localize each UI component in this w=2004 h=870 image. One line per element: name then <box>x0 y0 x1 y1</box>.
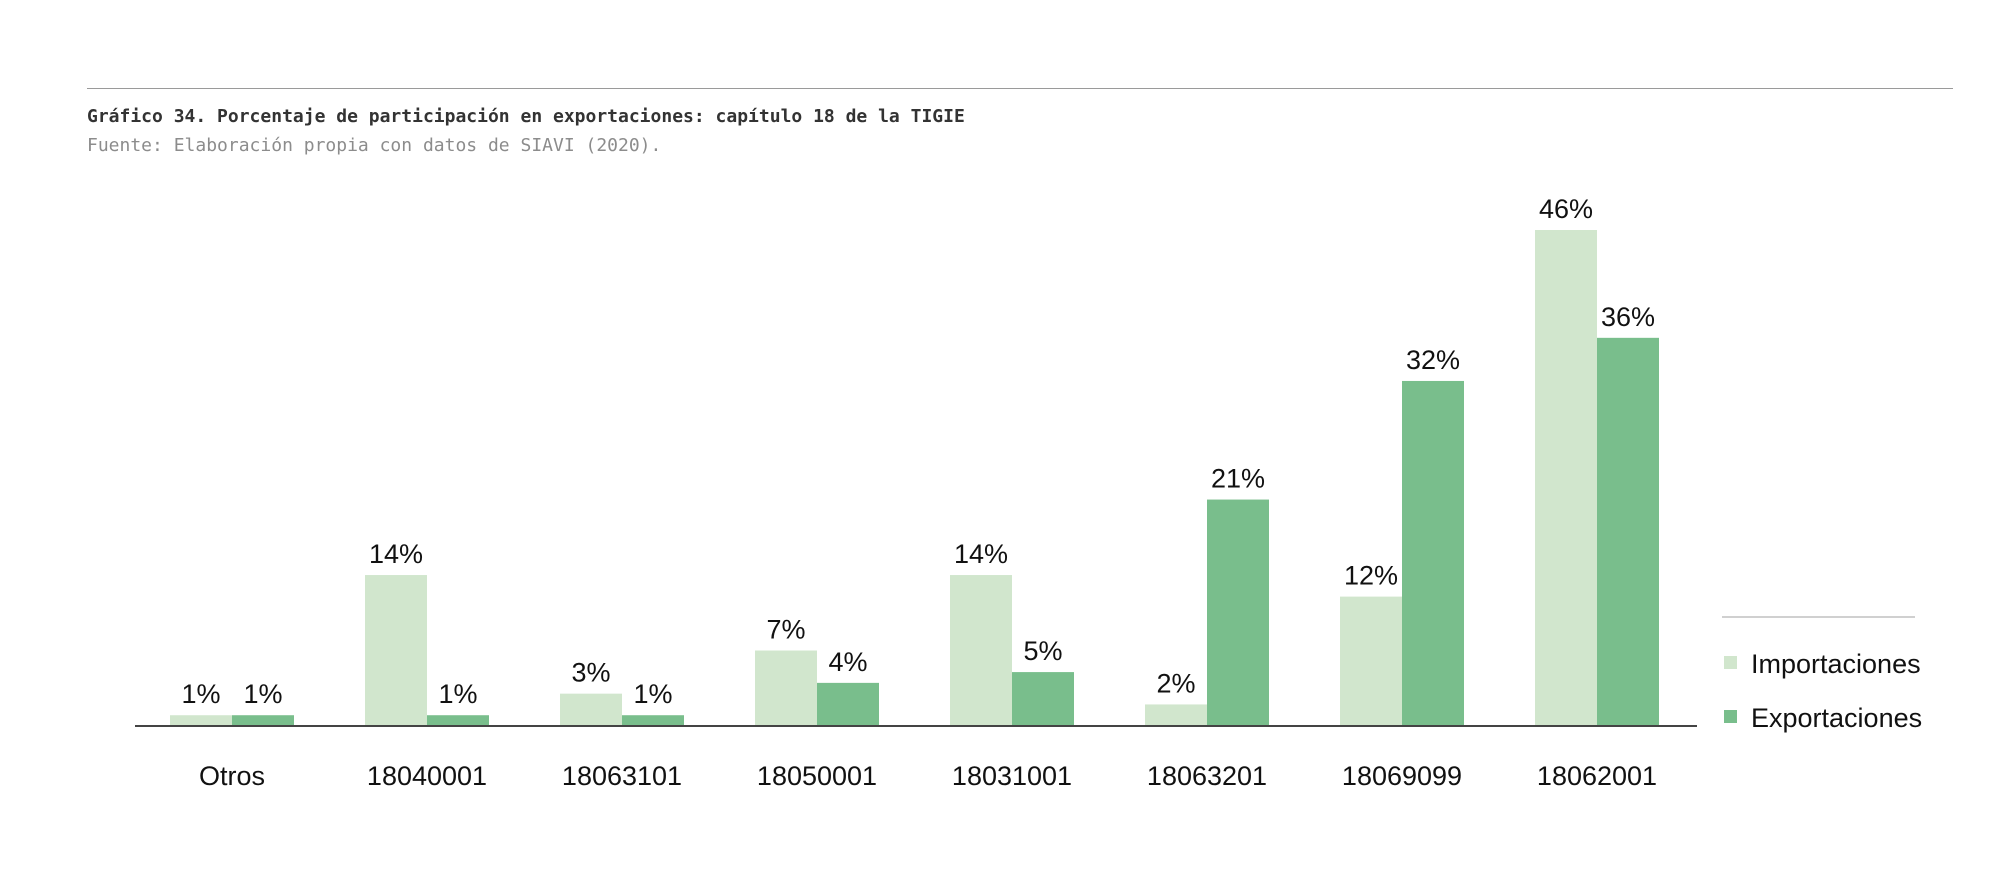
bar-exportaciones-18069099 <box>1402 380 1464 726</box>
category-label-18069099: 18069099 <box>1342 761 1462 791</box>
label-importaciones-18040001: 14% <box>369 539 423 569</box>
legend-label-exportaciones: Exportaciones <box>1751 703 1922 733</box>
bar-exportaciones-18050001 <box>817 682 879 726</box>
legend-label-importaciones: Importaciones <box>1751 649 1921 679</box>
category-label-18040001: 18040001 <box>367 761 487 791</box>
label-exportaciones-18069099: 32% <box>1406 345 1460 375</box>
bar-exportaciones-18063101 <box>622 715 684 726</box>
label-importaciones-18062001: 46% <box>1539 194 1593 224</box>
label-exportaciones-18031001: 5% <box>1023 636 1062 666</box>
label-exportaciones-18063101: 1% <box>633 679 672 709</box>
label-importaciones-18031001: 14% <box>954 539 1008 569</box>
label-exportaciones-Otros: 1% <box>243 679 282 709</box>
label-importaciones-Otros: 1% <box>181 679 220 709</box>
bar-importaciones-18063101 <box>560 693 622 726</box>
bar-importaciones-18069099 <box>1340 596 1402 726</box>
chart-source: Fuente: Elaboración propia con datos de … <box>87 135 662 156</box>
bar-exportaciones-18062001 <box>1597 337 1659 726</box>
legend-swatch-importaciones <box>1724 656 1737 669</box>
label-exportaciones-18062001: 36% <box>1601 302 1655 332</box>
legend-swatch-exportaciones <box>1724 710 1737 723</box>
category-label-18063201: 18063201 <box>1147 761 1267 791</box>
bar-importaciones-18050001 <box>755 650 817 726</box>
label-importaciones-18050001: 7% <box>766 615 805 645</box>
category-label-Otros: Otros <box>199 761 265 791</box>
label-exportaciones-18063201: 21% <box>1211 464 1265 494</box>
chart-title: Gráfico 34. Porcentaje de participación … <box>87 106 965 127</box>
category-label-18063101: 18063101 <box>562 761 682 791</box>
label-importaciones-18063201: 2% <box>1156 668 1195 698</box>
bar-importaciones-18031001 <box>950 575 1012 726</box>
category-label-18031001: 18031001 <box>952 761 1072 791</box>
bar-importaciones-18040001 <box>365 575 427 726</box>
bar-importaciones-18062001 <box>1535 230 1597 726</box>
label-exportaciones-18040001: 1% <box>438 679 477 709</box>
bar-exportaciones-18040001 <box>427 715 489 726</box>
top-rule <box>87 88 1953 89</box>
bar-exportaciones-18063201 <box>1207 499 1269 726</box>
bar-importaciones-Otros <box>170 715 232 726</box>
category-label-18062001: 18062001 <box>1537 761 1657 791</box>
label-importaciones-18063101: 3% <box>571 658 610 688</box>
category-label-18050001: 18050001 <box>757 761 877 791</box>
bar-exportaciones-18031001 <box>1012 672 1074 726</box>
label-exportaciones-18050001: 4% <box>828 647 867 677</box>
bar-importaciones-18063201 <box>1145 704 1207 726</box>
label-importaciones-18069099: 12% <box>1344 561 1398 591</box>
bar-exportaciones-Otros <box>232 715 294 726</box>
